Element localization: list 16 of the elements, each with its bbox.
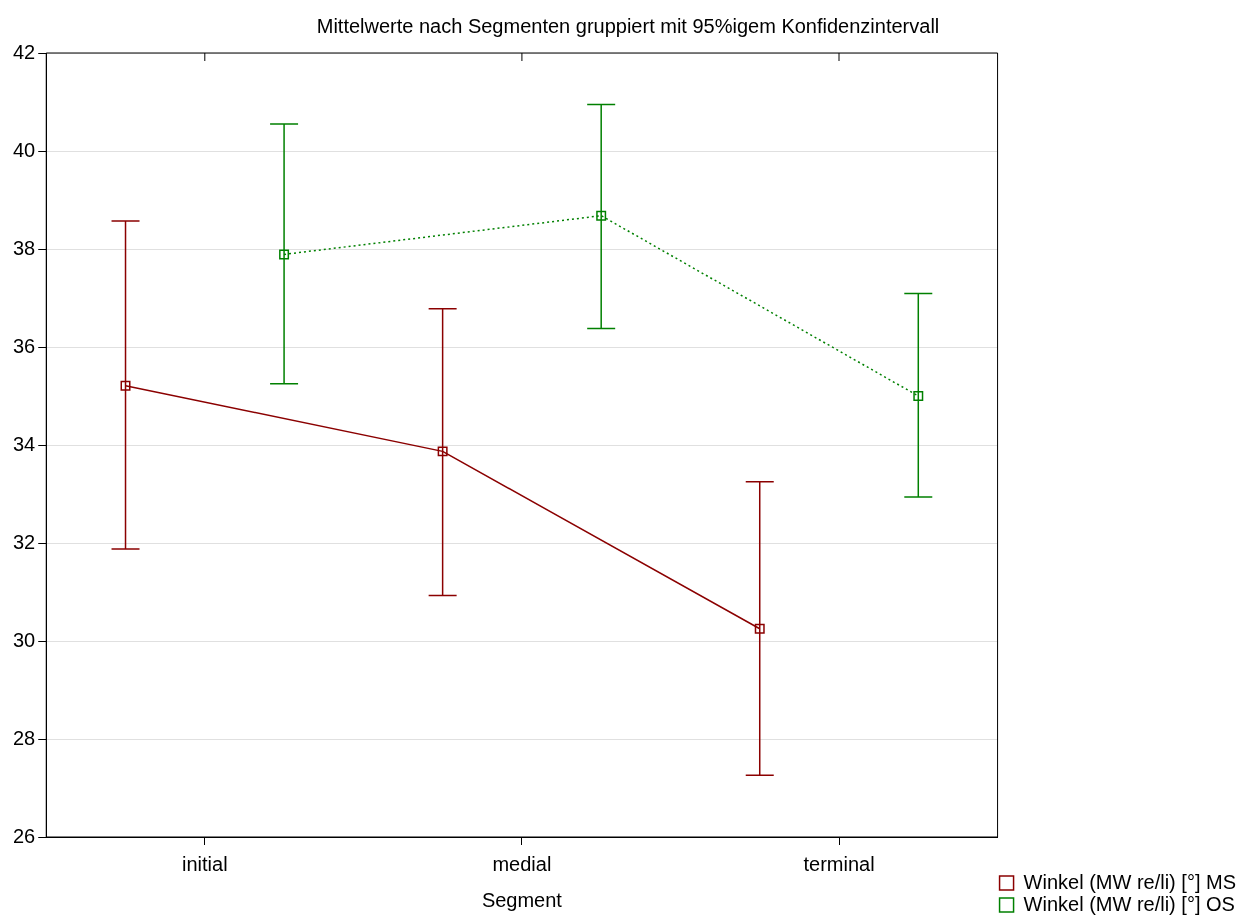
x-tick-label: initial [182,852,228,875]
y-tick-label: 30 [13,628,36,651]
x-tick-label: medial [492,852,552,875]
y-tick-label: 42 [13,40,36,63]
x-axis-title: Segment [481,888,563,911]
y-tick-label: 32 [13,530,36,553]
legend-label: Winkel (MW re/li) [°] OS [1023,892,1235,915]
y-tick-label: 40 [13,138,36,161]
x-tick-label: terminal [803,852,875,875]
y-tick-label: 28 [13,726,36,749]
legend-label: Winkel (MW re/li) [°] MS [1023,870,1237,893]
y-tick-label: 36 [13,334,36,357]
chart-title: Mittelwerte nach Segmenten gruppiert mit 95%igem Konfidenzintervall [316,14,940,37]
y-tick-label: 38 [13,236,36,259]
y-tick-label: 34 [13,432,36,455]
y-tick-label: 26 [13,824,36,847]
